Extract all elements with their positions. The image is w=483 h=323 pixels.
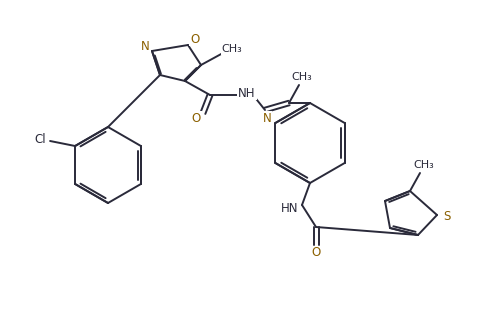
Text: CH₃: CH₃	[222, 44, 242, 54]
Text: S: S	[443, 211, 451, 224]
Text: CH₃: CH₃	[292, 72, 313, 82]
Text: O: O	[191, 111, 200, 124]
Text: HN: HN	[281, 203, 299, 215]
Text: CH₃: CH₃	[413, 160, 434, 170]
Text: N: N	[141, 39, 149, 53]
Text: O: O	[190, 33, 199, 46]
Text: Cl: Cl	[34, 132, 46, 145]
Text: NH: NH	[238, 87, 256, 99]
Text: O: O	[312, 246, 321, 259]
Text: N: N	[263, 111, 271, 124]
